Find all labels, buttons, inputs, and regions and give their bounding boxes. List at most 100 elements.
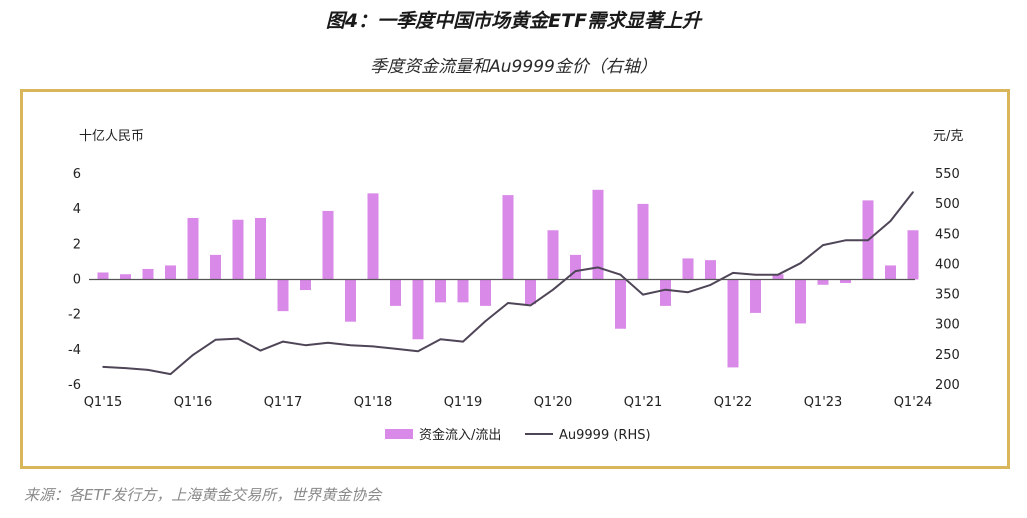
bar-Q2'18 <box>390 279 401 306</box>
line-point-Q1'20 <box>552 288 554 291</box>
y-left-tick-label: 4 <box>73 202 81 217</box>
line-point-Q3'18 <box>417 350 419 353</box>
bar-Q1'19 <box>457 279 469 303</box>
bar-Q4'22 <box>795 279 806 324</box>
legend-label-bars: 资金流入/流出 <box>419 427 501 443</box>
line-point-Q2'18 <box>394 348 397 350</box>
bar-Q4'23 <box>885 265 896 280</box>
bar-Q3'18 <box>412 279 424 340</box>
line-point-Q1'24 <box>912 191 914 193</box>
bar-Q3'19 <box>502 195 514 280</box>
line-point-Q4'15 <box>169 373 172 375</box>
y-right-tick-label: 450 <box>935 227 960 242</box>
bar-Q2'16 <box>210 254 221 280</box>
legend-label-line: Au9999 (RHS) <box>559 428 651 443</box>
line-point-Q3'22 <box>777 273 779 276</box>
bar-Q4'15 <box>165 265 176 280</box>
bar-Q4'21 <box>705 260 716 280</box>
y-left-tick-label: 6 <box>73 167 81 182</box>
bar-Q3'21 <box>682 258 694 280</box>
bar-Q1'24 <box>907 230 919 280</box>
bar-Q1'18 <box>367 193 379 280</box>
chart-svg: 十亿人民币 元/克 -6 -4 -2 0 2 4 6 200 250 300 350 400 450 5… <box>68 129 963 443</box>
line-point-Q2'23 <box>844 239 847 242</box>
x-tick-label: Q1'16 <box>174 395 213 410</box>
line-point-Q3'17 <box>327 342 329 344</box>
bar-Q1'21 <box>637 203 649 280</box>
x-tick-label: Q1'15 <box>84 395 123 410</box>
y-right-tick-label: 300 <box>935 318 960 333</box>
line-point-Q4'17 <box>349 344 352 347</box>
figure-subtitle: 季度资金流量和Au9999金价（右轴） <box>370 57 657 77</box>
bar-Q2'20 <box>570 254 581 280</box>
line-point-Q1'17 <box>282 340 284 343</box>
line-point-Q4'21 <box>709 284 712 286</box>
line-point-Q1'23 <box>822 244 824 246</box>
y-right-tick-label: 350 <box>935 288 960 303</box>
line-point-Q2'19 <box>484 320 487 322</box>
line-point-Q3'16 <box>237 337 239 340</box>
line-series <box>102 191 914 376</box>
source-note: 来源：各ETF发行方，上海黄金交易所，世界黄金协会 <box>24 486 382 504</box>
bar-Q2'17 <box>300 279 311 291</box>
line-point-Q3'23 <box>867 239 869 242</box>
bar-Q2'22 <box>750 279 761 313</box>
bar-Q3'16 <box>232 219 244 280</box>
chart-frame: 十亿人民币 元/克 -6 -4 -2 0 2 4 6 200 250 300 350 400 450 5… <box>20 89 1010 469</box>
line-point-Q3'19 <box>507 302 509 304</box>
line-point-Q3'20 <box>597 266 599 269</box>
line-point-Q2'21 <box>664 288 667 291</box>
line-point-Q2'16 <box>214 338 217 341</box>
bar-Q1'22 <box>727 279 739 368</box>
y-left-tick-label: -4 <box>68 343 81 358</box>
line-point-Q1'16 <box>192 354 194 356</box>
line-point-Q4'20 <box>619 273 622 276</box>
bar-Q1'20 <box>547 230 559 280</box>
line-point-Q2'15 <box>124 367 127 369</box>
y-left-tick-label: -2 <box>68 308 81 323</box>
line-point-Q2'20 <box>574 270 577 272</box>
bar-Q2'15 <box>120 274 131 280</box>
bar-Q2'21 <box>660 279 671 306</box>
y-right-ticks: 200 250 300 350 400 450 500 550 <box>935 167 960 393</box>
bar-Q1'15 <box>97 272 109 280</box>
y-left-axis-label: 十亿人民币 <box>79 129 144 144</box>
line-point-Q3'21 <box>687 291 689 293</box>
x-tick-label: Q1'20 <box>534 395 573 410</box>
y-right-axis-label: 元/克 <box>933 129 963 144</box>
x-tick-label: Q1'22 <box>714 395 753 410</box>
bar-Q1'16 <box>187 217 199 280</box>
y-left-tick-label: -6 <box>68 378 81 393</box>
bar-Q4'16 <box>255 217 266 280</box>
line-point-Q4'23 <box>889 220 892 222</box>
line-point-Q4'19 <box>529 304 532 307</box>
bar-Q1'23 <box>817 279 829 285</box>
x-tick-label: Q1'24 <box>894 395 933 410</box>
line-point-Q2'17 <box>304 344 307 347</box>
bar-Q2'19 <box>480 279 491 306</box>
y-right-tick-label: 200 <box>935 378 960 393</box>
line-point-Q1'18 <box>372 345 374 348</box>
bar-Q4'17 <box>345 279 356 322</box>
x-axis-ticks: Q1'15 Q1'16 Q1'17 Q1'18 Q1'19 Q1'20 Q1'21 Q1'22… <box>84 395 933 410</box>
line-point-Q3'15 <box>147 369 149 371</box>
bar-Q3'20 <box>592 189 604 280</box>
y-right-tick-label: 400 <box>935 257 960 272</box>
y-right-tick-label: 250 <box>935 348 960 363</box>
line-point-Q1'22 <box>732 272 734 274</box>
line-point-Q4'22 <box>799 262 802 265</box>
x-tick-label: Q1'19 <box>444 395 483 410</box>
y-left-ticks: -6 -4 -2 0 2 4 6 <box>68 167 81 393</box>
bar-Q1'17 <box>277 279 289 312</box>
y-right-tick-label: 550 <box>935 167 960 182</box>
y-left-tick-label: 0 <box>73 273 81 288</box>
bar-series <box>97 189 919 368</box>
bar-Q4'19 <box>525 279 536 305</box>
bar-Q3'22 <box>772 274 784 280</box>
x-tick-label: Q1'21 <box>624 395 663 410</box>
y-left-tick-label: 2 <box>73 237 81 252</box>
legend-swatch-bars <box>385 429 413 439</box>
line-point-Q4'16 <box>259 349 262 352</box>
line-point-Q1'19 <box>462 340 464 343</box>
line-point-Q2'22 <box>754 273 757 276</box>
